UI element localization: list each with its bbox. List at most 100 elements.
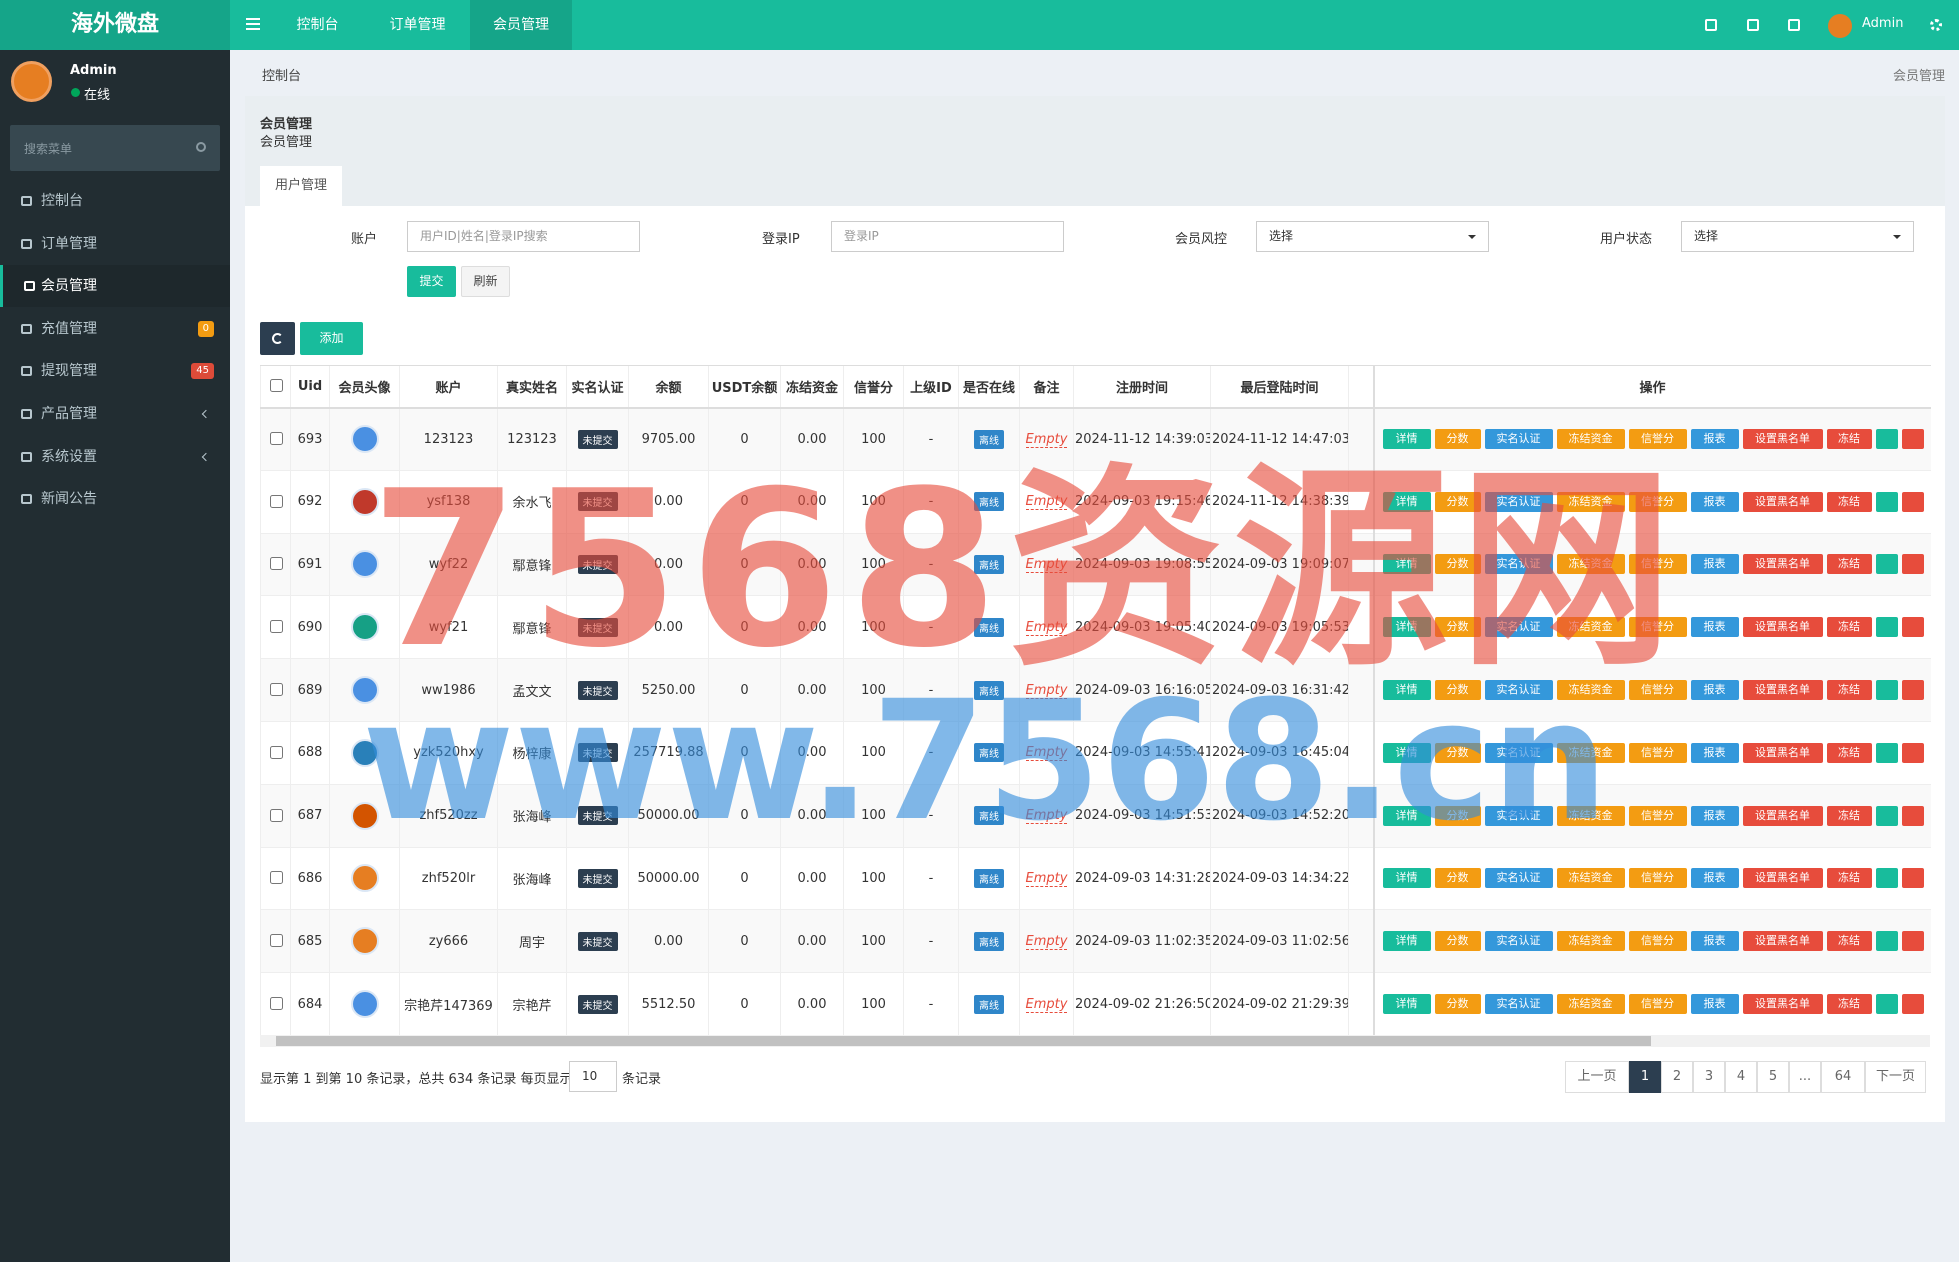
- action-button[interactable]: 实名认证: [1484, 617, 1553, 638]
- action-button[interactable]: 冻结: [1826, 994, 1872, 1015]
- action-button[interactable]: 冻结: [1826, 805, 1872, 826]
- column-header[interactable]: 最后登陆时间: [1210, 365, 1349, 409]
- action-button[interactable]: 设置黑名单: [1742, 491, 1823, 512]
- row-checkbox[interactable]: [269, 808, 283, 822]
- menu-item[interactable]: 会员管理: [0, 265, 230, 308]
- action-button[interactable]: 设置黑名单: [1742, 742, 1823, 763]
- action-button[interactable]: 冻结资金: [1556, 680, 1625, 701]
- action-button[interactable]: 报表: [1690, 805, 1739, 826]
- page-button[interactable]: 1: [1629, 1061, 1661, 1093]
- action-button[interactable]: 冻结资金: [1556, 554, 1625, 575]
- edit-button[interactable]: [1875, 429, 1898, 450]
- filter-input[interactable]: 登录IP: [831, 221, 1064, 252]
- top-nav-item[interactable]: 订单管理: [389, 17, 446, 33]
- row-checkbox[interactable]: [269, 934, 283, 948]
- action-button[interactable]: 信誉分: [1628, 554, 1687, 575]
- row-checkbox[interactable]: [269, 557, 283, 571]
- action-button[interactable]: 冻结: [1826, 617, 1872, 638]
- action-button[interactable]: 信誉分: [1628, 742, 1687, 763]
- search-box[interactable]: 搜索菜单: [10, 125, 220, 171]
- delete-button[interactable]: [1901, 868, 1924, 889]
- action-button[interactable]: 报表: [1690, 554, 1739, 575]
- delete-button[interactable]: [1901, 805, 1924, 826]
- delete-button[interactable]: [1901, 491, 1924, 512]
- edit-button[interactable]: [1875, 617, 1898, 638]
- add-button[interactable]: 添加: [300, 322, 363, 355]
- delete-button[interactable]: [1901, 680, 1924, 701]
- edit-button[interactable]: [1875, 805, 1898, 826]
- row-checkbox[interactable]: [269, 871, 283, 885]
- page-button[interactable]: 3: [1693, 1061, 1725, 1093]
- action-button[interactable]: 分数: [1434, 617, 1481, 638]
- top-avatar[interactable]: [1828, 14, 1852, 38]
- action-button[interactable]: 冻结资金: [1556, 931, 1625, 952]
- page-button[interactable]: 64: [1821, 1061, 1865, 1093]
- action-button[interactable]: 报表: [1690, 491, 1739, 512]
- action-button[interactable]: 实名认证: [1484, 994, 1553, 1015]
- action-button[interactable]: 冻结资金: [1556, 429, 1625, 450]
- action-button[interactable]: 冻结资金: [1556, 491, 1625, 512]
- action-button[interactable]: 实名认证: [1484, 742, 1553, 763]
- action-button[interactable]: 设置黑名单: [1742, 805, 1823, 826]
- remark-editable[interactable]: Empty: [1025, 431, 1068, 448]
- edit-button[interactable]: [1875, 931, 1898, 952]
- action-button[interactable]: 设置黑名单: [1742, 994, 1823, 1015]
- top-user[interactable]: Admin: [1862, 16, 1904, 31]
- row-checkbox[interactable]: [269, 494, 283, 508]
- page-button[interactable]: 5: [1757, 1061, 1789, 1093]
- row-checkbox[interactable]: [269, 683, 283, 697]
- action-button[interactable]: 详情: [1382, 994, 1431, 1015]
- brand[interactable]: 海外微盘: [0, 0, 230, 50]
- column-header[interactable]: 注册时间: [1073, 365, 1211, 409]
- page-button[interactable]: ...: [1789, 1061, 1821, 1093]
- menu-toggle[interactable]: [246, 18, 260, 30]
- top-icon[interactable]: [1747, 19, 1759, 31]
- top-icon[interactable]: [1705, 19, 1717, 31]
- edit-button[interactable]: [1875, 491, 1898, 512]
- remark-editable[interactable]: Empty: [1025, 745, 1068, 762]
- page-size-select[interactable]: 10: [569, 1061, 617, 1092]
- menu-item[interactable]: 订单管理: [0, 223, 230, 265]
- action-button[interactable]: 报表: [1690, 680, 1739, 701]
- action-button[interactable]: 详情: [1382, 617, 1431, 638]
- scrollbar-thumb[interactable]: [276, 1036, 1651, 1046]
- action-button[interactable]: 分数: [1434, 554, 1481, 575]
- action-button[interactable]: 详情: [1382, 429, 1431, 450]
- reset-button[interactable]: 刷新: [461, 266, 510, 297]
- filter-input[interactable]: 用户ID|姓名|登录IP搜索: [407, 221, 640, 252]
- edit-button[interactable]: [1875, 680, 1898, 701]
- top-nav-item[interactable]: 控制台: [296, 17, 339, 33]
- menu-item[interactable]: 提现管理 45: [0, 350, 230, 392]
- menu-item[interactable]: 新闻公告: [0, 478, 230, 520]
- action-button[interactable]: 信誉分: [1628, 931, 1687, 952]
- edit-button[interactable]: [1875, 868, 1898, 889]
- edit-button[interactable]: [1875, 554, 1898, 575]
- delete-button[interactable]: [1901, 554, 1924, 575]
- action-button[interactable]: 分数: [1434, 805, 1481, 826]
- action-button[interactable]: 报表: [1690, 931, 1739, 952]
- row-checkbox[interactable]: [269, 997, 283, 1011]
- action-button[interactable]: 设置黑名单: [1742, 931, 1823, 952]
- action-button[interactable]: 信誉分: [1628, 680, 1687, 701]
- filter-select[interactable]: 选择: [1681, 221, 1914, 252]
- page-button[interactable]: 上一页: [1565, 1061, 1629, 1093]
- action-button[interactable]: 设置黑名单: [1742, 554, 1823, 575]
- menu-item[interactable]: 产品管理: [0, 393, 230, 435]
- action-button[interactable]: 报表: [1690, 742, 1739, 763]
- action-button[interactable]: 报表: [1690, 617, 1739, 638]
- action-button[interactable]: 冻结: [1826, 491, 1872, 512]
- filter-select[interactable]: 选择: [1256, 221, 1489, 252]
- settings-icon[interactable]: [1930, 19, 1942, 31]
- action-button[interactable]: 冻结: [1826, 554, 1872, 575]
- action-button[interactable]: 报表: [1690, 429, 1739, 450]
- select-all[interactable]: [269, 379, 283, 393]
- action-button[interactable]: 冻结资金: [1556, 742, 1625, 763]
- action-button[interactable]: 冻结资金: [1556, 805, 1625, 826]
- action-button[interactable]: 信誉分: [1628, 805, 1687, 826]
- action-button[interactable]: 冻结资金: [1556, 617, 1625, 638]
- action-button[interactable]: 详情: [1382, 868, 1431, 889]
- delete-button[interactable]: [1901, 617, 1924, 638]
- edit-button[interactable]: [1875, 994, 1898, 1015]
- action-button[interactable]: 实名认证: [1484, 868, 1553, 889]
- action-button[interactable]: 冻结: [1826, 429, 1872, 450]
